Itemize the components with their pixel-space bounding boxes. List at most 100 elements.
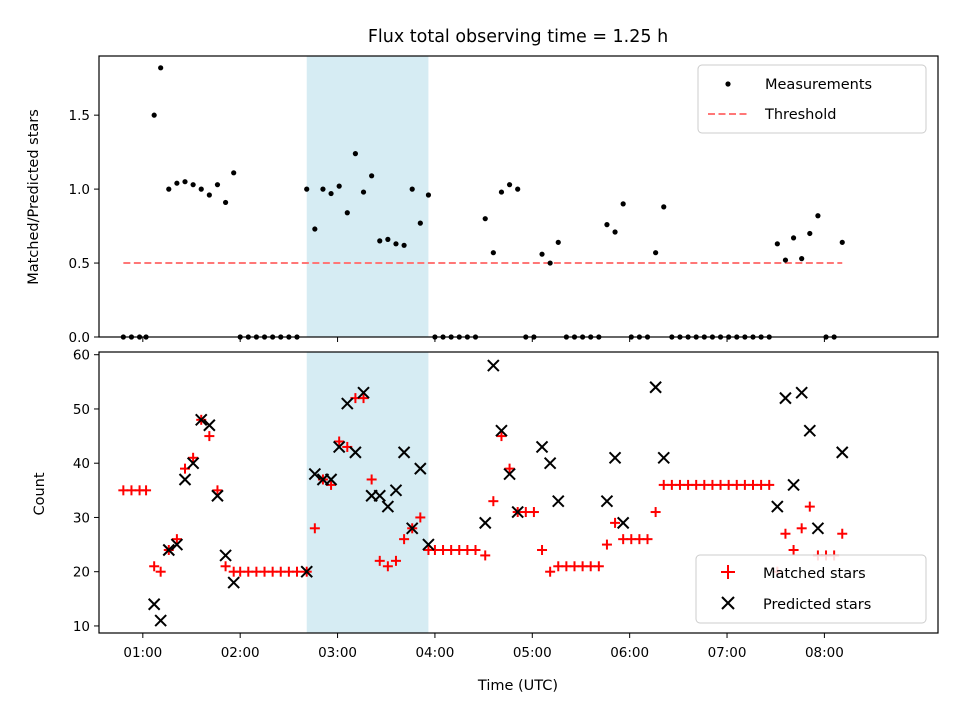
- matched-star-point: [334, 436, 345, 447]
- predicted-star-point: [795, 386, 808, 399]
- predicted-star-point: [147, 598, 161, 611]
- bottom-legend-box: [695, 554, 927, 624]
- predicted-star-point: [227, 576, 240, 589]
- predicted-star-point: [154, 614, 167, 627]
- measurement-point: [166, 186, 172, 192]
- matched-star-point: [488, 496, 499, 507]
- top-axes-frame: [98, 55, 939, 338]
- predicted-star-point: [479, 516, 492, 530]
- matched-star-point: [601, 539, 612, 550]
- bottom-x-tick-label: 01:00: [123, 645, 162, 661]
- predicted-star-point: [414, 462, 427, 475]
- measurement-point: [774, 241, 780, 247]
- matched-star-point: [212, 485, 223, 496]
- measurement-point: [815, 213, 821, 219]
- measurement-point: [360, 189, 367, 195]
- measurement-point: [214, 182, 221, 188]
- chart-title: Flux total observing time = 1.25 h: [368, 27, 668, 47]
- predicted-star-point: [373, 489, 386, 502]
- measurement-point: [206, 192, 212, 198]
- measurement-point: [506, 182, 513, 188]
- bottom-y-tick-label: 10: [73, 619, 90, 635]
- measurement-point: [790, 235, 797, 241]
- measurement-points: [120, 65, 845, 340]
- predicted-stars-legend-marker: [721, 596, 735, 610]
- predicted-star-point: [836, 446, 849, 459]
- top-legend-box: [697, 64, 927, 134]
- predicted-star-point: [600, 494, 614, 508]
- measurement-point: [620, 201, 626, 207]
- predicted-star-point: [779, 391, 792, 405]
- measurement-point: [320, 186, 326, 192]
- bottom-y-tick-label: 60: [73, 348, 90, 364]
- matched-star-point: [220, 561, 231, 572]
- top-y-tick-label: 1.5: [69, 108, 90, 124]
- matched-star-point: [545, 566, 556, 577]
- measurement-point: [839, 239, 845, 245]
- matched-star-point: [788, 545, 799, 556]
- top-y-tick-label: 1.0: [69, 182, 90, 198]
- predicted-star-point: [657, 451, 670, 464]
- measurement-point: [417, 220, 423, 226]
- measurement-point: [425, 192, 432, 198]
- predicted-stars-legend-label: Predicted stars: [763, 597, 871, 613]
- matched-star-point: [650, 507, 661, 518]
- bottom-y-tick-label: 30: [73, 510, 90, 526]
- matched-star-point: [642, 534, 653, 545]
- matched-stars-legend-marker: [721, 565, 735, 579]
- measurement-point: [304, 186, 310, 192]
- bottom-y-tick-label: 20: [73, 565, 90, 581]
- measurement-point: [498, 189, 505, 195]
- top-y-axis-label: Matched/Predicted stars: [26, 109, 42, 285]
- bottom-x-tick-label: 06:00: [610, 645, 649, 661]
- predicted-star-point: [389, 484, 403, 497]
- measurement-point: [231, 170, 237, 176]
- measurement-point: [198, 186, 204, 192]
- matched-stars-points: [118, 393, 848, 577]
- bottom-y-tick-label: 40: [73, 456, 90, 472]
- matched-star-point: [366, 474, 377, 485]
- predicted-star-point: [616, 516, 630, 530]
- bottom-axes-frame: [98, 351, 939, 634]
- predicted-star-point: [787, 478, 800, 492]
- measurement-point: [653, 250, 659, 256]
- bottom-axes: 10 20 30 40 50 60 01:00 02:00 03:00 04:00 05:00 06:…: [73, 348, 939, 661]
- threshold-legend-label: Threshold: [764, 107, 836, 123]
- top-legend: Measurements Threshold: [697, 64, 927, 134]
- matched-star-point: [415, 512, 426, 523]
- matched-star-point: [780, 528, 791, 539]
- predicted-star-point: [162, 543, 175, 557]
- predicted-star-point: [195, 413, 208, 427]
- predicted-star-point: [332, 440, 346, 454]
- predicted-star-point: [219, 549, 232, 562]
- x-axis-label: Time (UTC): [477, 678, 558, 694]
- measurement-point: [385, 236, 391, 242]
- measurement-point: [547, 260, 553, 266]
- observing-span: [306, 56, 429, 337]
- predicted-star-point: [397, 446, 411, 459]
- predicted-star-point: [608, 451, 622, 464]
- matched-star-point: [837, 528, 848, 539]
- bottom-y-axis-label: Count: [32, 472, 48, 515]
- measurement-point: [369, 173, 375, 179]
- measurement-point: [490, 250, 496, 256]
- bottom-x-tick-label: 07:00: [708, 645, 747, 661]
- predicted-star-point: [487, 359, 500, 372]
- predicted-star-point: [357, 386, 370, 399]
- matched-star-point: [496, 431, 507, 442]
- measurement-point: [482, 216, 488, 222]
- measurement-point: [604, 222, 610, 228]
- bottom-x-tick-label: 04:00: [415, 645, 454, 661]
- measurement-point: [377, 238, 383, 244]
- matched-star-point: [537, 545, 548, 556]
- predicted-star-point: [511, 505, 524, 519]
- top-panel: 0.0 0.5 1.0 1.5 Matched/Predicted stars Mea…: [26, 55, 939, 346]
- matched-star-point: [593, 561, 604, 572]
- predicted-star-point: [503, 467, 516, 481]
- matched-star-point: [171, 534, 182, 545]
- matched-star-point: [141, 485, 152, 496]
- predicted-star-point: [535, 440, 549, 454]
- measurement-point: [782, 257, 789, 263]
- predicted-star-point: [495, 424, 508, 437]
